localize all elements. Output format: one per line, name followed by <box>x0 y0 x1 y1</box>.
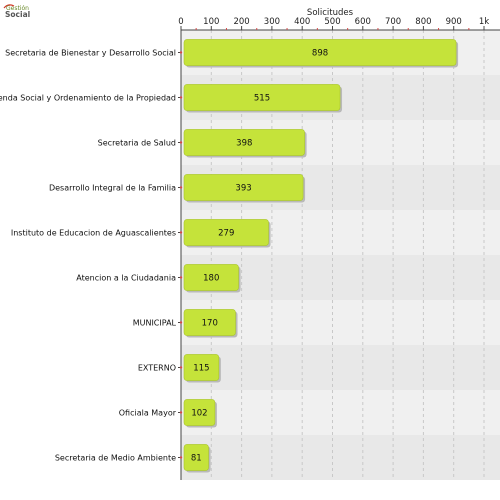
bar <box>183 84 341 111</box>
category-label: Oficiala Mayor <box>119 409 177 418</box>
y-tick-dot <box>179 186 183 189</box>
bar <box>183 354 220 381</box>
bar <box>183 129 305 156</box>
bar <box>183 399 216 426</box>
logo-line1: Gestión <box>6 5 29 12</box>
category-label: Desarrollo Integral de la Familia <box>49 184 176 193</box>
x-tick-label: 800 <box>415 17 431 27</box>
x-tick-label: 600 <box>355 17 371 27</box>
x-tick-label: 1k <box>479 17 489 27</box>
x-tick-label: 900 <box>446 17 462 27</box>
y-tick-dot <box>179 456 183 459</box>
x-tick-label: 700 <box>385 17 401 27</box>
bar <box>183 219 269 246</box>
category-label: Secretaria de Medio Ambiente <box>55 454 176 463</box>
y-tick-dot <box>179 231 183 234</box>
category-label: MUNICIPAL <box>133 319 177 328</box>
y-tick-dot <box>179 321 183 324</box>
y-tick-dot <box>179 276 183 279</box>
x-tick-label: 500 <box>324 17 340 27</box>
bar <box>183 444 209 471</box>
bar <box>183 174 304 201</box>
bar-value-label: 393 <box>235 184 251 194</box>
bar-value-label: 115 <box>193 364 209 374</box>
category-label: Atencion a la Ciudadania <box>76 274 176 283</box>
x-tick-label: 0 <box>178 17 183 27</box>
bar <box>183 309 236 336</box>
category-label: Vivienda Social y Ordenamiento de la Pro… <box>0 94 176 103</box>
row-band <box>181 345 500 390</box>
bar-value-label: 180 <box>203 274 219 284</box>
x-tick-label: 400 <box>294 17 310 27</box>
row-band <box>181 435 500 480</box>
y-tick-dot <box>179 141 183 144</box>
category-label: Secretaria de Salud <box>98 139 176 148</box>
x-tick-label: 100 <box>203 17 219 27</box>
category-label: Instituto de Educacion de Aguascalientes <box>11 229 176 238</box>
bar <box>183 39 457 66</box>
bar-value-label: 81 <box>191 454 202 464</box>
x-axis-title: Solicitudes <box>307 8 354 18</box>
bar <box>183 264 239 291</box>
bar-value-label: 102 <box>191 409 207 419</box>
x-tick-label: 300 <box>264 17 280 27</box>
logo-line2: Social <box>5 10 30 19</box>
y-tick-dot <box>179 366 183 369</box>
category-label: Secretaria de Bienestar y Desarrollo Soc… <box>5 49 176 58</box>
y-tick-dot <box>179 96 183 99</box>
y-tick-dot <box>179 411 183 414</box>
bar-value-label: 398 <box>236 139 252 149</box>
bar-value-label: 515 <box>254 94 270 104</box>
y-tick-dot <box>179 51 183 54</box>
bar-value-label: 170 <box>202 319 218 329</box>
bar-value-label: 898 <box>312 49 328 59</box>
gestion-social-logo: Gestión Social <box>2 2 42 19</box>
x-tick-label: 200 <box>233 17 249 27</box>
category-label: EXTERNO <box>138 364 176 373</box>
bar-value-label: 279 <box>218 229 234 239</box>
